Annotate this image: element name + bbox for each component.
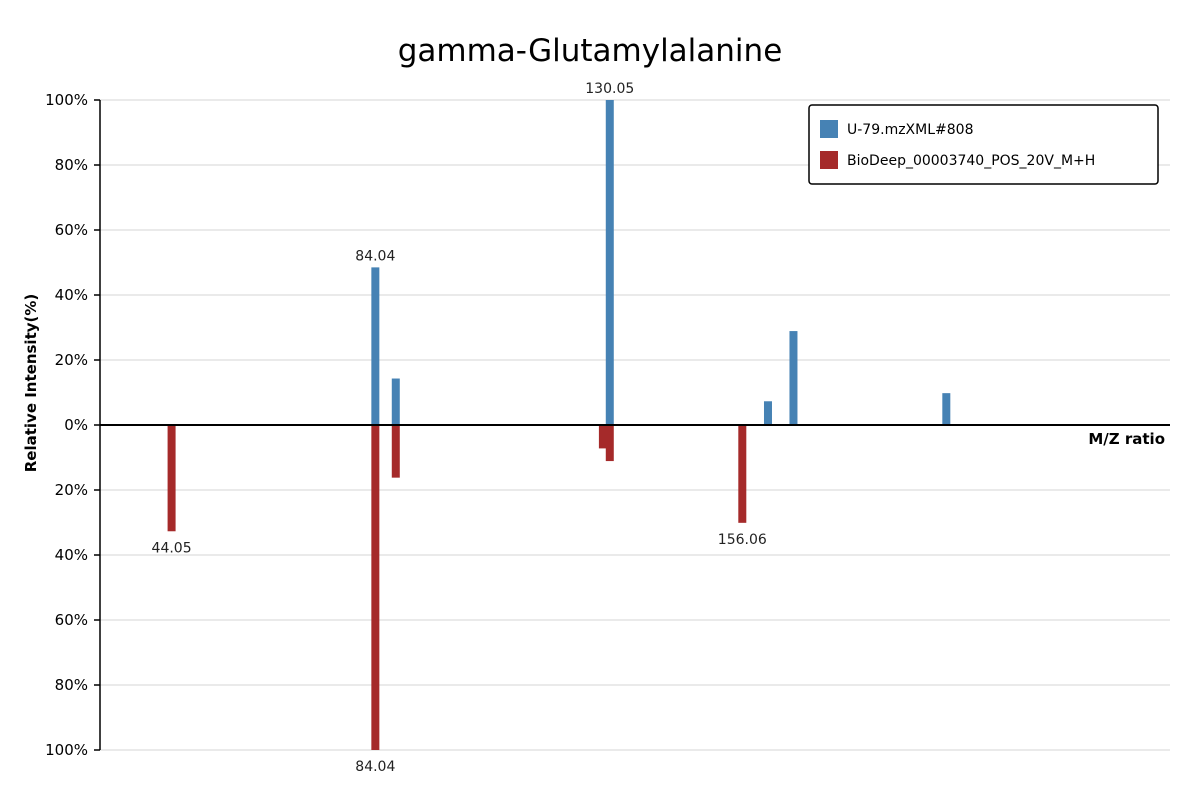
sample-peak-bar <box>942 393 951 425</box>
legend-swatch-reference <box>820 151 838 169</box>
sample-peak-label: 130.05 <box>585 81 634 97</box>
y-tick-labels: 100% 80% 60% 40% 20% 0% 20% 40% 60% 80% 100% <box>45 91 100 759</box>
y-tick-label: 60% <box>55 611 88 629</box>
sample-peak-bar <box>789 331 798 425</box>
y-tick-label: 40% <box>55 286 88 304</box>
sample-peak-label: 84.04 <box>355 248 395 264</box>
y-tick-label: 80% <box>55 676 88 694</box>
peak-bars <box>167 100 951 750</box>
grid-lines <box>100 99 1170 751</box>
axes <box>99 100 1170 750</box>
sample-peak-bar <box>763 401 772 425</box>
legend-swatch-sample <box>820 120 838 138</box>
reference-peak-label: 84.04 <box>355 759 395 775</box>
sample-peak-bar <box>605 100 614 425</box>
reference-peak-bar <box>598 425 607 449</box>
reference-peak-bar <box>605 425 614 462</box>
legend-box <box>808 104 1159 185</box>
y-tick-label: 40% <box>55 546 88 564</box>
y-tick-label: 0% <box>64 416 88 434</box>
y-tick-label: 20% <box>55 481 88 499</box>
reference-peak-bar <box>371 425 380 750</box>
reference-peak-bar <box>391 425 400 478</box>
y-axis-label: Relative Intensity(%) <box>22 294 40 473</box>
x-axis-label: M/Z ratio <box>1088 430 1165 448</box>
sample-peak-bar <box>391 378 400 425</box>
sample-peak-bar <box>371 267 380 425</box>
y-tick-label: 100% <box>45 741 88 759</box>
legend: U-79.mzXML#808 BioDeep_00003740_POS_20V_… <box>808 104 1159 185</box>
reference-peak-bar <box>167 425 176 532</box>
chart-title: gamma-Glutamylalanine <box>398 33 783 69</box>
reference-peak-label: 156.06 <box>718 532 767 548</box>
y-tick-label: 100% <box>45 91 88 109</box>
legend-label-reference: BioDeep_00003740_POS_20V_M+H <box>847 153 1095 169</box>
peak-labels: 84.04 130.05 44.05 84.04 156.06 <box>152 81 767 775</box>
y-tick-label: 60% <box>55 221 88 239</box>
legend-label-sample: U-79.mzXML#808 <box>847 122 973 138</box>
y-tick-label: 80% <box>55 156 88 174</box>
y-tick-label: 20% <box>55 351 88 369</box>
reference-peak-bar <box>738 425 747 523</box>
reference-peak-label: 44.05 <box>152 540 192 556</box>
